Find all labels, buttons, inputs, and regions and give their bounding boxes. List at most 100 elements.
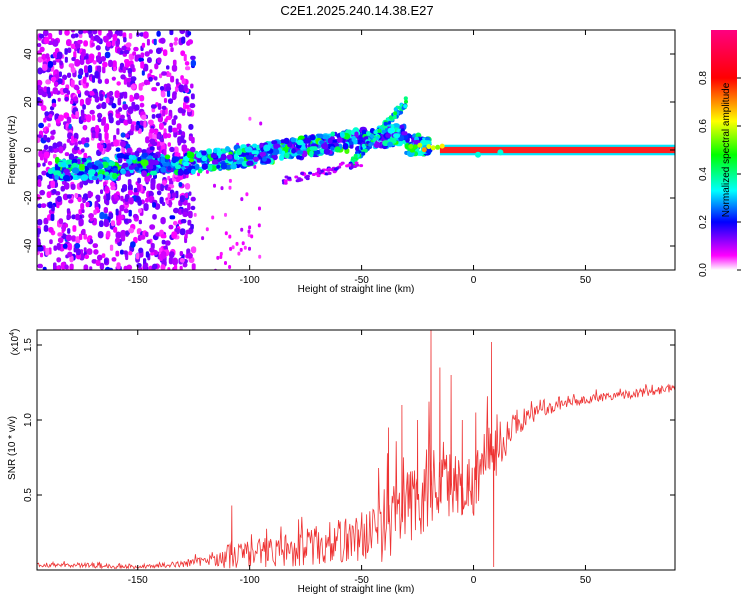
spectrogram-cell [381,129,386,134]
spectrogram-cell [103,35,109,43]
spectrogram-cell [213,148,218,154]
spectrogram-cell [37,245,44,252]
spectrogram-cell [87,162,94,169]
spectrogram-cell [104,123,110,131]
spectrogram-cell [109,31,113,38]
spectrogram-cell [219,255,223,259]
spectrogram-cell [201,150,207,156]
spectrogram-cell [120,187,126,193]
spectrogram-cell [156,30,161,37]
spectrogram-cell [237,302,240,306]
spectrogram-cell [315,133,324,139]
spectrogram-cell [125,231,130,236]
spectrogram-cell [252,143,258,148]
spectrogram-cell [120,169,127,175]
spectrogram-cell [83,142,90,148]
spectrogram-cell [99,262,105,270]
spectrogram-cell [319,169,324,173]
spectrogram-cell [154,63,159,70]
spectrogram-cell [43,144,49,151]
spectrogram-cell [85,82,89,87]
spectrogram-cell [86,248,93,256]
spectrogram-cell [145,136,150,144]
spectrogram-cell [48,247,52,255]
spectrogram-cell [271,140,278,145]
spectrogram-cell [148,119,154,126]
spectrogram-cell [128,165,135,170]
spectrogram-cell [171,118,176,126]
spectrogram-cell [189,146,196,153]
spectrogram-cell [327,171,332,175]
spectrogram-cell [57,97,61,102]
spectrogram-cell [187,39,194,45]
spectrogram-cell [236,159,241,165]
spectrogram-cell [100,56,107,62]
spectrogram-cell [122,103,129,110]
spectrogram-cell [125,42,132,48]
spectrogram-cell [73,138,78,143]
spectrogram-cell [104,78,110,85]
spectrogram-cell [160,251,167,259]
spectrogram-cell [118,215,124,220]
spectrogram-cell [137,199,142,206]
spectrogram-cell [101,118,106,126]
x-tick-label: 0 [471,575,477,586]
spectrogram-cell [166,90,171,98]
spectrogram-cell [104,213,108,220]
spectrogram-cell [193,273,196,277]
spectrogram-cell [150,182,156,191]
spectrogram-cell [128,197,134,205]
spectrogram-cell [75,236,81,244]
spectrogram-cell [247,229,251,234]
spectrogram-cell [201,236,205,241]
spectrogram-cell [130,241,136,248]
spectrogram-cell [242,320,245,324]
spectrogram-cell [351,135,356,143]
spectrogram-cell [37,67,43,75]
spectrogram-cell [283,137,290,145]
spectrogram-cell [96,36,100,42]
spectrogram-cell [47,184,52,190]
spectrogram-cell [169,146,175,153]
spectrogram-cell [108,112,113,121]
spectrogram-cell [89,90,95,96]
spectrogram-cell [175,164,182,170]
spectrogram-cell [108,161,116,166]
spectrogram-cell [316,174,321,178]
spectrogram-cell [123,50,130,55]
spectrogram-cell [398,110,403,115]
spectrogram-cell [336,137,343,143]
spectrogram-cell [94,71,99,79]
spectrogram-cell [193,163,200,171]
spectrogram-cell [74,58,81,67]
spectrogram-cell [68,153,75,161]
spectrogram-cell [71,135,75,144]
spectrogram-cell [149,146,155,151]
spectrogram-cell [156,57,162,64]
spectrogram-cell [37,228,41,235]
y-tick-label: 0 [23,147,34,153]
colorbar-ticks: 0.0 0.2 0.4 0.6 0.8 [698,71,741,277]
spectrogram-cell [48,114,53,119]
spectrogram-cell [85,97,91,106]
spectrogram-cell [112,33,118,42]
spectrogram-cell [44,111,50,117]
spectrogram-cell [108,59,113,68]
spectrogram-cell [43,86,48,92]
spectrogram-cell [122,32,127,39]
spectrogram-cell [167,186,171,191]
spectrogram-cell [89,266,93,270]
spectrogram-cell [123,250,128,255]
spectrogram-cell [109,244,114,251]
spectrogram-cell [93,209,97,215]
spectrogram-cell [178,84,185,93]
spectrogram-cell [53,262,57,270]
spectrogram-cell [37,203,42,209]
spectrogram-cell [137,157,142,162]
spectrogram-cell [283,179,288,183]
spectrogram-cell [105,200,110,206]
spectrogram-cell [216,320,219,324]
spectrogram-cell [56,195,62,203]
spectrogram-cell [179,258,185,263]
spectrogram-cell [188,158,194,163]
